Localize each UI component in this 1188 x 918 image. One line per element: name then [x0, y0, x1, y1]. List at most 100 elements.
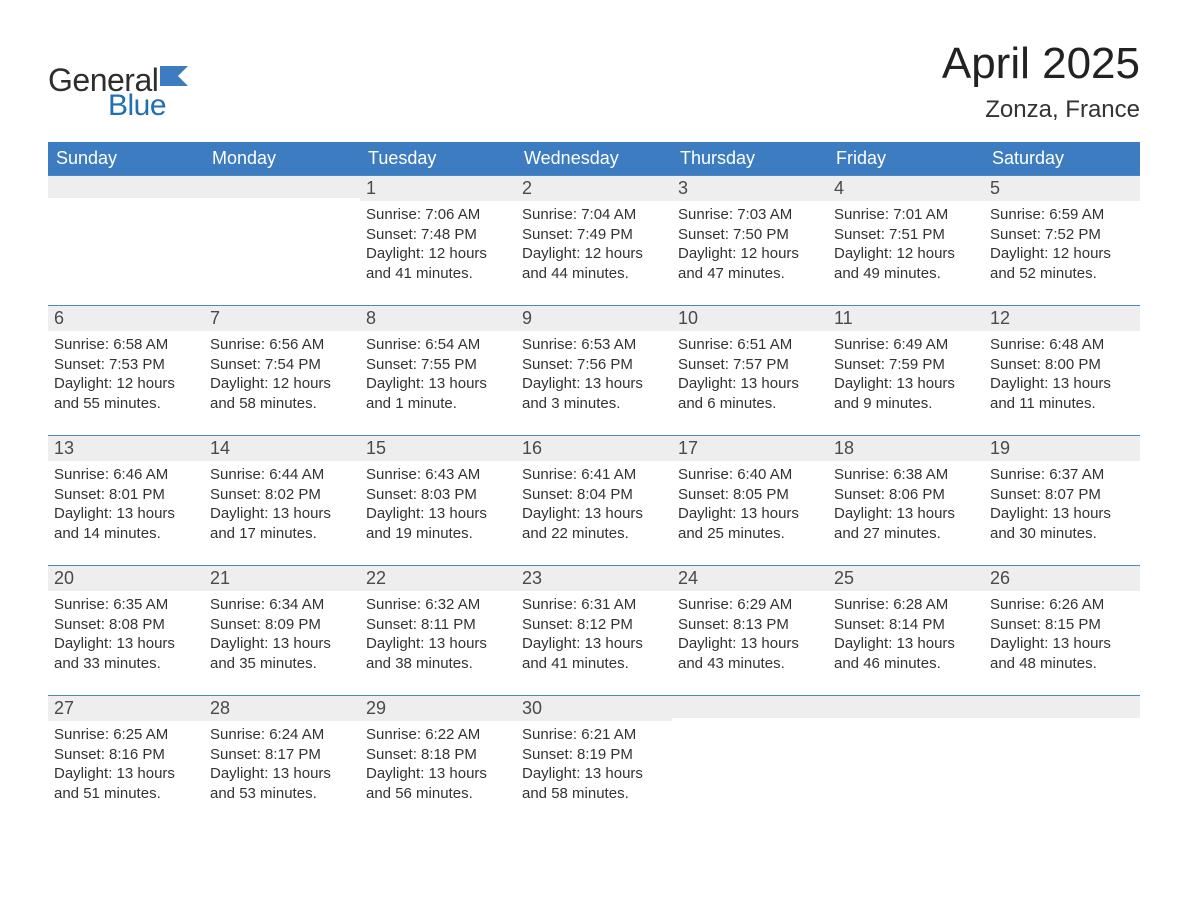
- sunset-line: Sunset: 7:49 PM: [522, 225, 666, 245]
- calendar-day-cell: 14Sunrise: 6:44 AMSunset: 8:02 PMDayligh…: [204, 436, 360, 566]
- sunrise-line: Sunrise: 6:51 AM: [678, 335, 822, 355]
- calendar-day-cell: 20Sunrise: 6:35 AMSunset: 8:08 PMDayligh…: [48, 566, 204, 696]
- day-details: Sunrise: 6:38 AMSunset: 8:06 PMDaylight:…: [828, 461, 984, 551]
- calendar-day-cell: 7Sunrise: 6:56 AMSunset: 7:54 PMDaylight…: [204, 306, 360, 436]
- day-number: 29: [360, 696, 516, 721]
- sunset-line: Sunset: 7:56 PM: [522, 355, 666, 375]
- weekday-header: Wednesday: [516, 142, 672, 176]
- day-number: 24: [672, 566, 828, 591]
- day-details: Sunrise: 6:48 AMSunset: 8:00 PMDaylight:…: [984, 331, 1140, 421]
- daylight-line: Daylight: 13 hours and 30 minutes.: [990, 504, 1134, 543]
- sunrise-line: Sunrise: 6:24 AM: [210, 725, 354, 745]
- calendar-day-cell: 8Sunrise: 6:54 AMSunset: 7:55 PMDaylight…: [360, 306, 516, 436]
- day-details: Sunrise: 6:21 AMSunset: 8:19 PMDaylight:…: [516, 721, 672, 811]
- calendar-day-cell: 24Sunrise: 6:29 AMSunset: 8:13 PMDayligh…: [672, 566, 828, 696]
- calendar-day-cell: 16Sunrise: 6:41 AMSunset: 8:04 PMDayligh…: [516, 436, 672, 566]
- day-number: 1: [360, 176, 516, 201]
- sunrise-line: Sunrise: 6:53 AM: [522, 335, 666, 355]
- sunrise-line: Sunrise: 6:38 AM: [834, 465, 978, 485]
- sunset-line: Sunset: 8:05 PM: [678, 485, 822, 505]
- sunset-line: Sunset: 7:57 PM: [678, 355, 822, 375]
- daylight-line: Daylight: 13 hours and 53 minutes.: [210, 764, 354, 803]
- calendar-week-row: 6Sunrise: 6:58 AMSunset: 7:53 PMDaylight…: [48, 306, 1140, 436]
- sunrise-line: Sunrise: 6:48 AM: [990, 335, 1134, 355]
- day-details: Sunrise: 6:53 AMSunset: 7:56 PMDaylight:…: [516, 331, 672, 421]
- location-label: Zonza, France: [942, 96, 1140, 124]
- day-details: Sunrise: 7:06 AMSunset: 7:48 PMDaylight:…: [360, 201, 516, 291]
- day-details: Sunrise: 6:44 AMSunset: 8:02 PMDaylight:…: [204, 461, 360, 551]
- sunset-line: Sunset: 8:16 PM: [54, 745, 198, 765]
- day-details: Sunrise: 6:34 AMSunset: 8:09 PMDaylight:…: [204, 591, 360, 681]
- day-number: 20: [48, 566, 204, 591]
- day-details: Sunrise: 6:43 AMSunset: 8:03 PMDaylight:…: [360, 461, 516, 551]
- day-details: Sunrise: 6:51 AMSunset: 7:57 PMDaylight:…: [672, 331, 828, 421]
- daylight-line: Daylight: 13 hours and 14 minutes.: [54, 504, 198, 543]
- daylight-line: Daylight: 13 hours and 6 minutes.: [678, 374, 822, 413]
- calendar-day-cell: 10Sunrise: 6:51 AMSunset: 7:57 PMDayligh…: [672, 306, 828, 436]
- daylight-line: Daylight: 12 hours and 58 minutes.: [210, 374, 354, 413]
- day-number: 11: [828, 306, 984, 331]
- sunset-line: Sunset: 7:54 PM: [210, 355, 354, 375]
- day-details: Sunrise: 6:56 AMSunset: 7:54 PMDaylight:…: [204, 331, 360, 421]
- daylight-line: Daylight: 12 hours and 55 minutes.: [54, 374, 198, 413]
- daylight-line: Daylight: 12 hours and 41 minutes.: [366, 244, 510, 283]
- calendar-day-cell: 15Sunrise: 6:43 AMSunset: 8:03 PMDayligh…: [360, 436, 516, 566]
- day-number: 13: [48, 436, 204, 461]
- day-details: Sunrise: 6:49 AMSunset: 7:59 PMDaylight:…: [828, 331, 984, 421]
- daylight-line: Daylight: 13 hours and 46 minutes.: [834, 634, 978, 673]
- day-details: Sunrise: 6:25 AMSunset: 8:16 PMDaylight:…: [48, 721, 204, 811]
- sunset-line: Sunset: 8:12 PM: [522, 615, 666, 635]
- month-title: April 2025: [942, 40, 1140, 88]
- sunrise-line: Sunrise: 6:40 AM: [678, 465, 822, 485]
- calendar-day-cell: 29Sunrise: 6:22 AMSunset: 8:18 PMDayligh…: [360, 696, 516, 826]
- daylight-line: Daylight: 13 hours and 11 minutes.: [990, 374, 1134, 413]
- daylight-line: Daylight: 13 hours and 56 minutes.: [366, 764, 510, 803]
- day-number: 2: [516, 176, 672, 201]
- sunrise-line: Sunrise: 6:29 AM: [678, 595, 822, 615]
- sunrise-line: Sunrise: 6:56 AM: [210, 335, 354, 355]
- calendar-day-cell: 28Sunrise: 6:24 AMSunset: 8:17 PMDayligh…: [204, 696, 360, 826]
- day-number: 8: [360, 306, 516, 331]
- daylight-line: Daylight: 13 hours and 27 minutes.: [834, 504, 978, 543]
- sunset-line: Sunset: 7:59 PM: [834, 355, 978, 375]
- sunset-line: Sunset: 8:11 PM: [366, 615, 510, 635]
- day-number: [828, 696, 984, 718]
- sunrise-line: Sunrise: 6:49 AM: [834, 335, 978, 355]
- daylight-line: Daylight: 13 hours and 48 minutes.: [990, 634, 1134, 673]
- calendar-week-row: 20Sunrise: 6:35 AMSunset: 8:08 PMDayligh…: [48, 566, 1140, 696]
- day-number: 15: [360, 436, 516, 461]
- sunrise-line: Sunrise: 6:21 AM: [522, 725, 666, 745]
- day-number: 19: [984, 436, 1140, 461]
- day-number: 6: [48, 306, 204, 331]
- sunset-line: Sunset: 8:18 PM: [366, 745, 510, 765]
- weekday-header-row: Sunday Monday Tuesday Wednesday Thursday…: [48, 142, 1140, 176]
- daylight-line: Daylight: 13 hours and 9 minutes.: [834, 374, 978, 413]
- day-number: 9: [516, 306, 672, 331]
- day-number: [984, 696, 1140, 718]
- daylight-line: Daylight: 13 hours and 35 minutes.: [210, 634, 354, 673]
- sunset-line: Sunset: 7:55 PM: [366, 355, 510, 375]
- day-number: 7: [204, 306, 360, 331]
- daylight-line: Daylight: 13 hours and 51 minutes.: [54, 764, 198, 803]
- calendar-day-cell: [984, 696, 1140, 826]
- sunset-line: Sunset: 8:08 PM: [54, 615, 198, 635]
- calendar-day-cell: 22Sunrise: 6:32 AMSunset: 8:11 PMDayligh…: [360, 566, 516, 696]
- calendar-day-cell: 30Sunrise: 6:21 AMSunset: 8:19 PMDayligh…: [516, 696, 672, 826]
- brand-logo: General Blue: [48, 62, 188, 123]
- daylight-line: Daylight: 13 hours and 3 minutes.: [522, 374, 666, 413]
- day-details: Sunrise: 6:35 AMSunset: 8:08 PMDaylight:…: [48, 591, 204, 681]
- daylight-line: Daylight: 12 hours and 52 minutes.: [990, 244, 1134, 283]
- sunrise-line: Sunrise: 6:44 AM: [210, 465, 354, 485]
- sunset-line: Sunset: 8:15 PM: [990, 615, 1134, 635]
- sunrise-line: Sunrise: 6:25 AM: [54, 725, 198, 745]
- day-number: 28: [204, 696, 360, 721]
- calendar-day-cell: 27Sunrise: 6:25 AMSunset: 8:16 PMDayligh…: [48, 696, 204, 826]
- sunset-line: Sunset: 8:13 PM: [678, 615, 822, 635]
- sunrise-line: Sunrise: 6:26 AM: [990, 595, 1134, 615]
- calendar-day-cell: [672, 696, 828, 826]
- day-details: Sunrise: 6:41 AMSunset: 8:04 PMDaylight:…: [516, 461, 672, 551]
- day-details: Sunrise: 6:24 AMSunset: 8:17 PMDaylight:…: [204, 721, 360, 811]
- day-number: 26: [984, 566, 1140, 591]
- daylight-line: Daylight: 13 hours and 58 minutes.: [522, 764, 666, 803]
- day-details: Sunrise: 6:22 AMSunset: 8:18 PMDaylight:…: [360, 721, 516, 811]
